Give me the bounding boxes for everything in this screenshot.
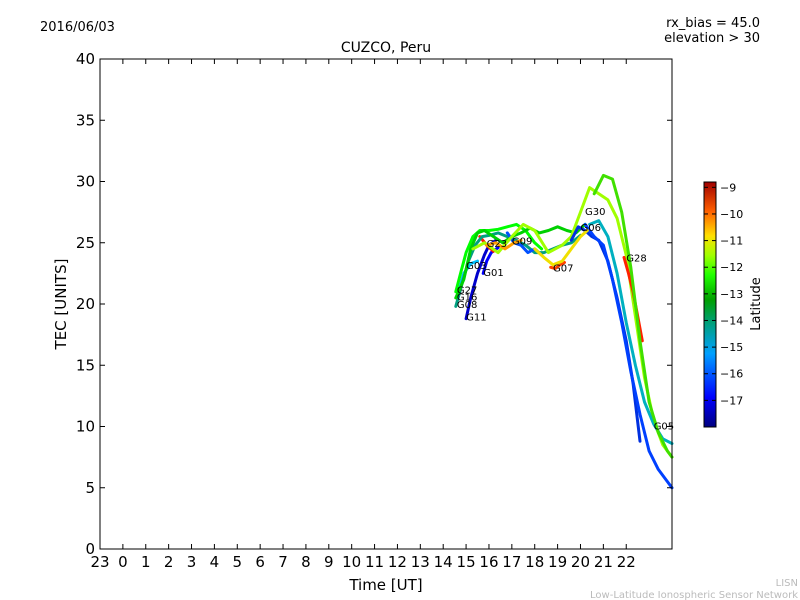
x-tick-label: 23 <box>90 553 109 571</box>
series-label: G08 <box>457 300 477 311</box>
x-tick-label: 11 <box>365 553 384 571</box>
x-tick-label: 4 <box>210 553 220 571</box>
x-tick-label: 16 <box>479 553 498 571</box>
x-tick-label: 22 <box>617 553 636 571</box>
x-tick-label: 7 <box>278 553 288 571</box>
series-label: G07 <box>553 263 573 274</box>
y-tick-label: 30 <box>76 173 95 191</box>
series-line-G-bright <box>592 173 674 459</box>
series-label: G06 <box>580 223 600 234</box>
series-label: G16 <box>457 293 477 304</box>
colorbar <box>703 181 717 428</box>
y-tick-label: 25 <box>76 234 95 252</box>
colorbar-ticks: −9 −10 −11 −12 −13 −14 −15 −16 −17 <box>704 181 743 407</box>
x-tick-label: 18 <box>525 553 544 571</box>
series-layer <box>454 173 674 490</box>
x-tick-label: 10 <box>342 553 361 571</box>
series-label: G09 <box>512 236 532 247</box>
y-axis-label: TEC [UNITS] <box>52 259 70 351</box>
date-label: 2016/06/03 <box>40 20 115 35</box>
chart-title: CUZCO, Peru <box>341 40 431 56</box>
series-line-G-orange <box>485 238 523 251</box>
y-tick-label: 10 <box>76 418 95 436</box>
series-label: G27 <box>457 285 477 296</box>
y-tick-label: 15 <box>76 356 95 374</box>
series-line-G16 <box>454 222 587 300</box>
colorbar-tick-label: −9 <box>720 181 736 194</box>
x-axis: 23 0 1 2 3 4 5 6 7 8 9 10 11 12 13 14 15 16 17 18 19 20 21 22 <box>90 59 636 571</box>
colorbar-label: Latitude <box>749 277 764 331</box>
x-tick-label: 13 <box>411 553 430 571</box>
x-tick-label: 21 <box>594 553 613 571</box>
footer-lisn: LISN <box>776 578 798 589</box>
rx-bias-label: rx_bias = 45.0 <box>666 16 760 31</box>
x-tick-label: 12 <box>388 553 407 571</box>
x-tick-label: 19 <box>548 553 567 571</box>
series-label: G01 <box>483 268 503 279</box>
y-tick-label: 20 <box>76 295 95 313</box>
series-line-G-dark <box>583 222 674 490</box>
y-tick-label: 0 <box>85 540 95 558</box>
x-tick-label: 3 <box>187 553 197 571</box>
series-line-G27 <box>454 222 544 294</box>
y-tick-label: 35 <box>76 111 95 129</box>
colorbar-tick-label: −10 <box>720 208 743 221</box>
colorbar-tick-label: −16 <box>720 368 743 381</box>
colorbar-tick-label: −11 <box>720 235 743 248</box>
x-tick-label: 0 <box>118 553 128 571</box>
x-tick-label: 6 <box>255 553 265 571</box>
footer-network: Low-Latitude Ionospheric Sensor Network <box>590 590 798 600</box>
series-label: G28 <box>626 253 646 264</box>
y-tick-label: 5 <box>85 479 95 497</box>
series-label: G05 <box>654 421 674 432</box>
x-tick-label: 15 <box>457 553 476 571</box>
colorbar-tick-label: −13 <box>720 288 743 301</box>
x-tick-label: 20 <box>571 553 590 571</box>
plot-frame <box>99 58 673 550</box>
colorbar-tick-label: −15 <box>720 341 743 354</box>
x-tick-label: 17 <box>502 553 521 571</box>
series-line-G07 <box>549 260 566 270</box>
y-axis: 0 5 10 15 20 25 30 35 40 <box>76 50 672 558</box>
elevation-label: elevation > 30 <box>664 31 760 46</box>
series-label: G23 <box>487 239 507 250</box>
x-tick-label: 14 <box>434 553 453 571</box>
series-label: G30 <box>585 207 605 218</box>
colorbar-tick-label: −12 <box>720 261 743 274</box>
x-axis-label: Time [UT] <box>348 576 422 594</box>
x-tick-label: 2 <box>164 553 174 571</box>
y-tick-label: 40 <box>76 50 95 68</box>
x-tick-label: 1 <box>141 553 151 571</box>
x-tick-label: 9 <box>324 553 334 571</box>
series-line-G-yellow <box>533 229 589 267</box>
series-label: G03 <box>466 261 486 272</box>
x-tick-label: 8 <box>301 553 311 571</box>
series-label: G11 <box>466 312 486 323</box>
colorbar-tick-label: −14 <box>720 314 743 327</box>
colorbar-tick-label: −17 <box>720 394 743 407</box>
x-tick-label: 5 <box>233 553 243 571</box>
